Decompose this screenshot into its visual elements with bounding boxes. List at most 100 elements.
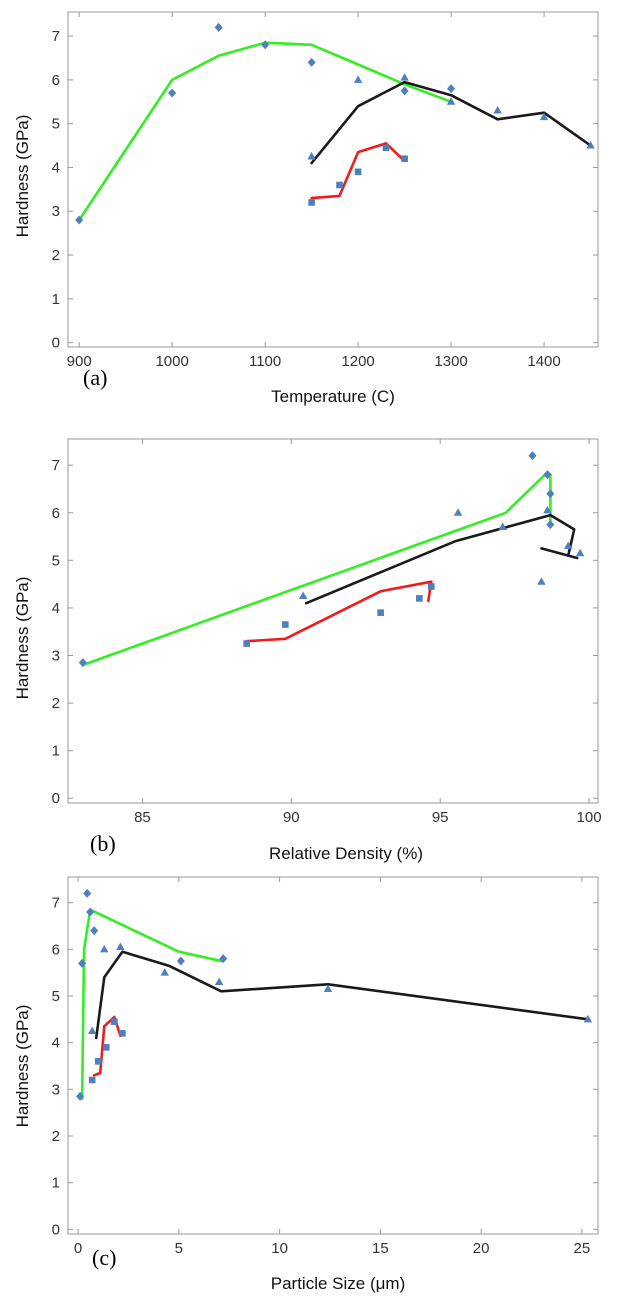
y-tick-label: 0: [52, 1221, 60, 1238]
data-point-square: [377, 609, 384, 616]
data-point-square: [354, 168, 362, 176]
x-tick-label: 85: [134, 809, 151, 826]
y-tick-label: 3: [52, 203, 60, 220]
x-tick-label: 25: [574, 1240, 591, 1257]
y-axis-label-b: Hardness (GPa): [13, 577, 32, 700]
data-point-diamond: [86, 907, 95, 917]
data-point-square: [243, 640, 250, 647]
chart-a-svg: 0 1 2 3 4 5 6 7 900 1000 1100 1200 1300 1400 (a) Temp…: [13, 11, 599, 406]
y-tick-label: 3: [52, 647, 60, 664]
data-point-triangle: [543, 505, 552, 514]
series-line-green: [80, 908, 223, 1100]
data-point-square: [282, 621, 289, 628]
data-point-diamond: [214, 22, 223, 32]
y-tick-label: 4: [52, 159, 60, 176]
data-point-diamond: [546, 520, 555, 530]
x-tick-label: 1400: [527, 353, 560, 370]
y-tick-label: 6: [52, 941, 60, 958]
data-point-triangle: [323, 984, 333, 992]
x-axis-label-c: Particle Size (μm): [271, 1274, 405, 1293]
data-point-diamond: [168, 88, 177, 98]
data-point-square: [88, 1076, 96, 1084]
data-point-triangle: [498, 522, 507, 531]
y-tick-label: 5: [52, 552, 60, 569]
data-point-diamond: [176, 956, 185, 966]
y-tick-label: 6: [52, 72, 60, 89]
x-tick-label: 10: [271, 1240, 288, 1257]
data-point-triangle: [87, 1026, 97, 1034]
data-point-diamond: [528, 451, 537, 461]
data-point-square: [416, 595, 423, 602]
data-point-triangle: [564, 541, 573, 550]
data-point-square: [427, 583, 435, 590]
x-tick-label: 1000: [155, 353, 188, 370]
data-point-triangle: [537, 577, 546, 585]
data-point-triangle: [299, 591, 308, 600]
chart-panel-a: 0 1 2 3 4 5 6 7 900 1000 1100 1200 1300 1400 (a) Temp…: [0, 0, 620, 425]
data-point-triangle: [493, 106, 502, 114]
data-point-triangle: [400, 73, 409, 81]
data-point-diamond: [83, 888, 92, 898]
y-tick-label: 5: [52, 116, 60, 133]
y-tick-label: 5: [52, 988, 60, 1005]
data-point-triangle: [116, 942, 125, 950]
data-point-square: [102, 1044, 110, 1051]
data-point-triangle: [539, 112, 549, 121]
series-line-black: [94, 950, 590, 1040]
data-point-diamond: [76, 1091, 85, 1101]
data-point-triangle: [307, 152, 316, 160]
data-point-square: [119, 1030, 126, 1037]
x-tick-label: 0: [74, 1240, 82, 1257]
y-tick-label: 7: [52, 457, 60, 474]
data-point-diamond: [447, 84, 456, 94]
data-point-square: [308, 199, 315, 206]
y-tick-label: 7: [52, 28, 60, 45]
x-tick-label: 900: [67, 353, 92, 370]
x-tick-label: 1100: [249, 353, 281, 370]
chart-b-plot: 0 1 2 3 4 5 6 7 85 90 95 100: [52, 438, 602, 826]
chart-b-svg: 0 1 2 3 4 5 6 7 85 90 95 100 (b) Relative Density (…: [13, 438, 602, 863]
x-axis-label-b: Relative Density (%): [269, 844, 423, 863]
series-line-green: [81, 470, 552, 667]
chart-a-plot: 0 1 2 3 4 5 6 7 900 1000 1100 1200 1300 1400: [52, 11, 599, 370]
x-tick-label: 15: [372, 1240, 389, 1257]
x-axis-label-a: Temperature (C): [271, 387, 395, 406]
x-tick-label: 90: [283, 809, 300, 826]
y-tick-label: 1: [52, 743, 60, 760]
chart-c-svg: 0 1 2 3 4 5 6 7 0 5 10 15 20 25 (c) Particle Size (μm…: [13, 876, 599, 1293]
series-line-red: [310, 142, 406, 200]
series-line-green: [77, 41, 453, 222]
plot-frame: [67, 438, 599, 804]
data-point-triangle: [586, 141, 595, 149]
y-tick-label: 1: [52, 1175, 60, 1192]
data-point-triangle: [583, 1014, 593, 1023]
y-tick-label: 7: [52, 895, 60, 912]
series-line-black: [310, 80, 592, 165]
plot-frame: [67, 11, 599, 348]
x-tick-label: 95: [432, 809, 449, 826]
series-line-black: [304, 513, 579, 605]
y-tick-label: 0: [52, 790, 60, 807]
x-tick-label: 100: [577, 809, 602, 826]
y-tick-label: 4: [52, 600, 60, 617]
x-tick-label: 1300: [434, 353, 467, 370]
x-tick-label: 1200: [341, 353, 374, 370]
y-tick-label: 2: [52, 247, 60, 264]
data-point-triangle: [160, 968, 169, 976]
data-point-square: [382, 144, 390, 152]
panel-label-a: (a): [83, 365, 107, 390]
data-point-square: [401, 155, 408, 162]
data-point-diamond: [307, 57, 316, 67]
data-point-triangle: [575, 548, 585, 557]
y-tick-label: 0: [52, 335, 60, 352]
data-point-square: [94, 1058, 102, 1065]
data-point-diamond: [546, 489, 555, 499]
panel-label-b: (b): [90, 831, 116, 856]
data-point-diamond: [78, 658, 87, 668]
y-axis-label-c: Hardness (GPa): [13, 1005, 32, 1128]
y-tick-label: 2: [52, 695, 60, 712]
y-axis-label-a: Hardness (GPa): [13, 115, 32, 238]
x-tick-label: 5: [175, 1240, 183, 1257]
y-tick-label: 4: [52, 1035, 60, 1052]
data-point-triangle: [453, 508, 463, 516]
